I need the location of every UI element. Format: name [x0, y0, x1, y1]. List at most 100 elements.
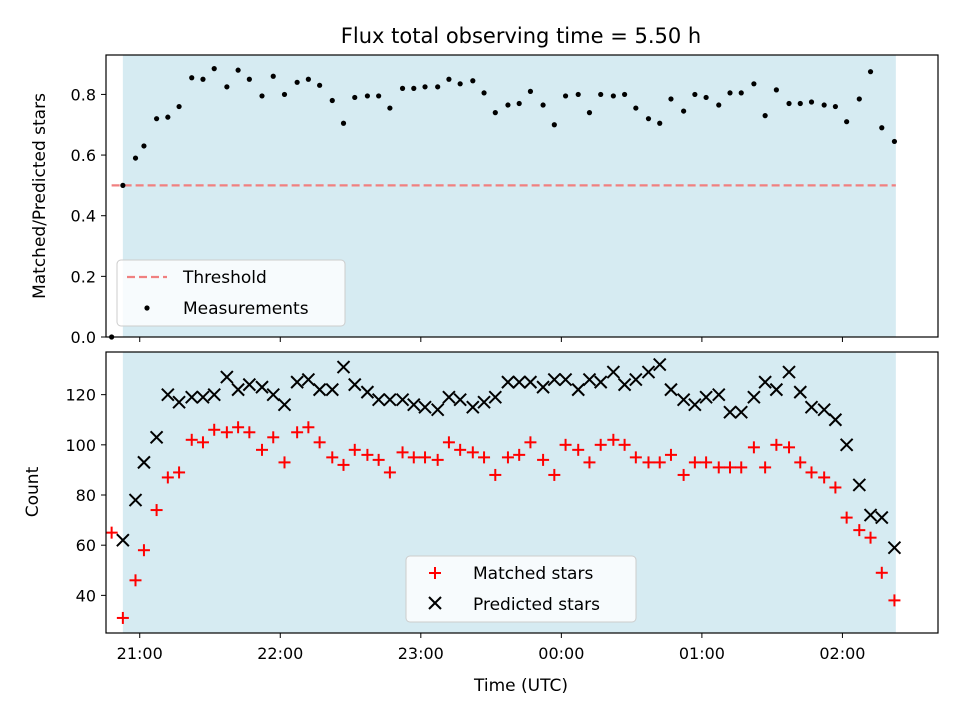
measurement-point — [598, 91, 604, 98]
predicted-star-point — [582, 372, 597, 387]
predicted-star-point — [466, 400, 480, 414]
measurement-point — [246, 76, 252, 82]
matched-star-point — [442, 436, 455, 449]
predicted-star-point — [255, 380, 269, 394]
matched-star-point — [783, 441, 796, 454]
top-legend: Threshold Measurements — [116, 259, 346, 327]
legend-matched-label: Matched stars — [473, 564, 593, 584]
predicted-star-point — [220, 370, 234, 384]
top-y-tick-label: 0.0 — [71, 328, 96, 347]
bottom-legend-box — [405, 555, 637, 623]
predicted-star-point — [629, 372, 643, 387]
predicted-star-point — [383, 392, 397, 407]
predicted-star-point — [699, 390, 713, 404]
measurement-point — [516, 100, 522, 107]
measurement-point — [317, 82, 323, 88]
predicted-star-point — [688, 397, 702, 412]
legend-measurements-swatch — [144, 305, 150, 311]
legend-predicted-label: Predicted stars — [473, 595, 600, 615]
predicted-star-point — [606, 365, 621, 379]
predicted-star-point — [863, 508, 878, 522]
measurement-point — [481, 90, 487, 96]
predicted-star-point — [137, 455, 151, 470]
measurement-point — [727, 90, 733, 96]
measurement-point — [340, 120, 347, 126]
measurement-point — [270, 73, 276, 79]
predicted-star-point — [196, 390, 210, 404]
measurement-point — [200, 76, 206, 82]
matched-star-point — [853, 524, 866, 537]
matched-star-point — [137, 544, 150, 557]
measurement-point — [773, 87, 779, 93]
predicted-star-point — [488, 390, 503, 404]
matched-star-point — [524, 436, 537, 449]
measurement-point — [668, 96, 674, 102]
matched-star-point — [313, 436, 326, 449]
matched-star-point — [537, 453, 550, 466]
predicted-star-point — [348, 377, 362, 392]
predicted-star-point — [758, 375, 772, 389]
predicted-star-point — [593, 375, 608, 389]
bottom-y-tick-label: 120 — [65, 386, 96, 405]
matched-star-point — [243, 426, 256, 439]
measurement-point — [610, 93, 616, 99]
predicted-star-point — [336, 360, 351, 374]
matched-star-point — [196, 436, 209, 449]
matched-star-point — [794, 456, 807, 469]
predicted-star-point — [453, 392, 467, 407]
matched-star-point — [466, 446, 479, 459]
matched-star-point — [583, 456, 596, 469]
predicted-star-point — [116, 533, 130, 547]
matched-star-point — [759, 461, 772, 474]
matched-star-point — [220, 426, 233, 439]
matched-star-point — [712, 461, 725, 474]
x-axis-label: Time (UTC) — [473, 676, 568, 696]
measurement-point — [211, 66, 217, 72]
bottom-x-tick-label: 23:00 — [398, 644, 444, 663]
measurement-point — [575, 91, 581, 98]
predicted-star-point — [804, 400, 819, 414]
matched-star-point — [840, 511, 853, 524]
bottom-axes-frame — [105, 351, 939, 634]
measurement-point — [891, 138, 898, 145]
measurement-point — [141, 143, 147, 149]
predicted-star-point — [547, 372, 562, 387]
predicted-star-point — [523, 375, 538, 389]
matched-star-point — [700, 456, 713, 469]
matched-star-point — [105, 526, 118, 539]
measurement-point — [856, 96, 862, 102]
measurement-point — [505, 102, 511, 108]
bottom-y-axis-label: Count — [23, 466, 43, 517]
legend-predicted-swatch — [428, 596, 442, 610]
matched-star-point — [489, 468, 502, 481]
predicted-star-point — [395, 392, 410, 407]
measurement-point — [527, 88, 534, 94]
matched-star-point — [559, 438, 572, 451]
matched-star-point — [594, 438, 607, 451]
measurement-point — [399, 85, 406, 91]
matched-star-point — [818, 471, 831, 484]
predicted-star-point — [558, 372, 573, 387]
measurement-point — [422, 84, 428, 90]
measurement-point — [224, 84, 230, 90]
bottom-y-tick-label: 60 — [76, 536, 96, 555]
predicted-star-point — [301, 372, 316, 387]
matched-star-point — [735, 461, 748, 474]
top-y-axis-label: Matched/Predicted stars — [30, 93, 50, 299]
measurement-point — [797, 100, 803, 107]
measurement-point — [786, 100, 792, 107]
measurement-point — [586, 110, 593, 116]
matched-star-point — [829, 481, 842, 494]
measurement-point — [821, 102, 827, 108]
measurement-point — [844, 119, 850, 125]
predicted-star-point — [536, 380, 550, 394]
predicted-star-point — [242, 377, 257, 392]
matched-star-point — [805, 466, 818, 479]
matched-star-point — [653, 456, 666, 469]
matched-star-point — [278, 456, 291, 469]
measurement-point — [751, 81, 757, 87]
matched-star-point — [875, 566, 888, 579]
measurement-point — [305, 76, 311, 82]
top-y-tick-label: 0.6 — [71, 146, 96, 165]
